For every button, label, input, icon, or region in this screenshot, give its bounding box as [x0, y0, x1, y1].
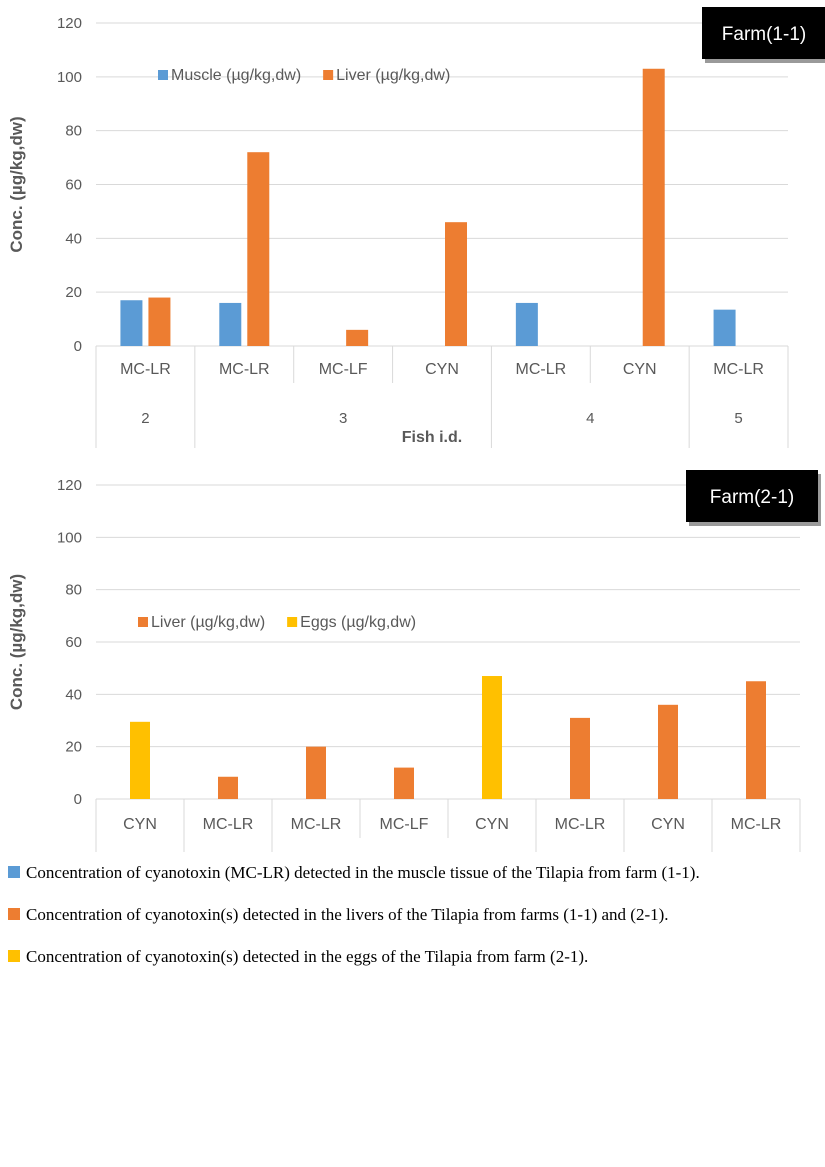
- legend-swatch: [158, 70, 168, 80]
- category-label: MC-LR: [203, 816, 254, 833]
- category-label: MC-LF: [319, 361, 368, 378]
- category-label: MC-LR: [555, 816, 606, 833]
- y-tick-label: 60: [65, 634, 82, 651]
- y-axis-label: Conc. (µg/kg,dw): [7, 116, 26, 252]
- category-label: MC-LR: [120, 361, 171, 378]
- category-label: MC-LR: [713, 361, 764, 378]
- chart-farm-1-1: 0 20 40 60 80 100 120 2 3 4 5 MC-LR MC-LR MC-LF CYN MC-…: [7, 7, 825, 448]
- bar-muscle: [219, 302, 242, 346]
- bar-liver: [570, 717, 590, 799]
- category-label: CYN: [651, 816, 685, 833]
- category-label: MC-LR: [731, 816, 782, 833]
- y-tick-label: 100: [57, 69, 82, 86]
- note-eggs: Concentration of cyanotoxin(s) detected …: [8, 936, 825, 978]
- category-label: CYN: [475, 816, 509, 833]
- group-label: 3: [339, 410, 347, 427]
- bar-liver: [394, 767, 414, 799]
- bar-muscle: [713, 309, 736, 346]
- bar-liver: [445, 222, 467, 346]
- y-tick-label: 40: [65, 686, 82, 703]
- note-eggs-text: Concentration of cyanotoxin(s) detected …: [26, 947, 589, 966]
- bar-eggs: [130, 721, 150, 799]
- legend-swatch: [287, 617, 298, 627]
- legend-swatch: [323, 70, 334, 80]
- badge-box: [686, 470, 818, 522]
- badge-label: Farm(2-1): [710, 487, 794, 508]
- y-tick-label: 120: [57, 15, 82, 32]
- category-label: CYN: [425, 361, 459, 378]
- category-label: MC-LR: [516, 361, 567, 378]
- bar-liver: [306, 746, 326, 799]
- figure-notes: Concentration of cyanotoxin (MC-LR) dete…: [8, 852, 825, 978]
- y-tick-label: 100: [57, 529, 82, 546]
- y-tick-label: 80: [65, 582, 82, 599]
- bar-eggs: [482, 676, 502, 799]
- eggs-color-swatch: [8, 950, 20, 962]
- chart-farm-2-1: 0204060801001204678910CYNMC-LRMC-LRMC-LF…: [7, 470, 821, 852]
- badge-label: Farm(1-1): [722, 24, 806, 45]
- badge-box: [702, 7, 825, 59]
- bar-liver: [642, 68, 665, 346]
- bar-liver: [346, 329, 369, 346]
- muscle-color-swatch: [8, 866, 20, 878]
- y-tick-label: 120: [57, 477, 82, 494]
- y-tick-label: 40: [65, 230, 82, 247]
- group-label: 4: [586, 410, 594, 427]
- note-liver-text: Concentration of cyanotoxin(s) detected …: [26, 905, 669, 924]
- y-tick-label: 20: [65, 284, 82, 301]
- y-tick-label: 80: [65, 123, 82, 140]
- bar-muscle: [515, 302, 538, 346]
- bar-muscle: [120, 300, 143, 346]
- bar-liver: [148, 297, 171, 346]
- category-label: CYN: [123, 816, 157, 833]
- bar-liver: [218, 776, 238, 799]
- bar-liver: [746, 681, 766, 799]
- legend-label: Eggs (µg/kg,dw): [300, 614, 416, 631]
- category-label: MC-LR: [291, 816, 342, 833]
- legend-label: Muscle (µg/kg,dw): [171, 67, 301, 84]
- y-tick-label: 60: [65, 177, 82, 194]
- liver-color-swatch: [8, 908, 20, 920]
- x-axis-label: Fish i.d.: [402, 429, 462, 446]
- category-label: MC-LR: [219, 361, 270, 378]
- group-label: 2: [141, 410, 149, 427]
- y-tick-label: 0: [74, 791, 82, 808]
- y-axis-label: Conc. (µg/kg,dw): [7, 574, 26, 710]
- y-tick-label: 20: [65, 739, 82, 756]
- group-label: 5: [734, 410, 742, 427]
- y-tick-label: 0: [74, 338, 82, 355]
- category-label: MC-LF: [380, 816, 429, 833]
- bar-liver: [658, 704, 678, 799]
- legend-swatch: [138, 617, 148, 627]
- category-label: CYN: [623, 361, 657, 378]
- note-liver: Concentration of cyanotoxin(s) detected …: [8, 894, 825, 936]
- legend-label: Liver (µg/kg,dw): [151, 614, 265, 631]
- bar-liver: [247, 152, 270, 346]
- note-muscle: Concentration of cyanotoxin (MC-LR) dete…: [8, 852, 825, 894]
- legend-label: Liver (µg/kg,dw): [336, 67, 450, 84]
- note-muscle-text: Concentration of cyanotoxin (MC-LR) dete…: [26, 863, 700, 882]
